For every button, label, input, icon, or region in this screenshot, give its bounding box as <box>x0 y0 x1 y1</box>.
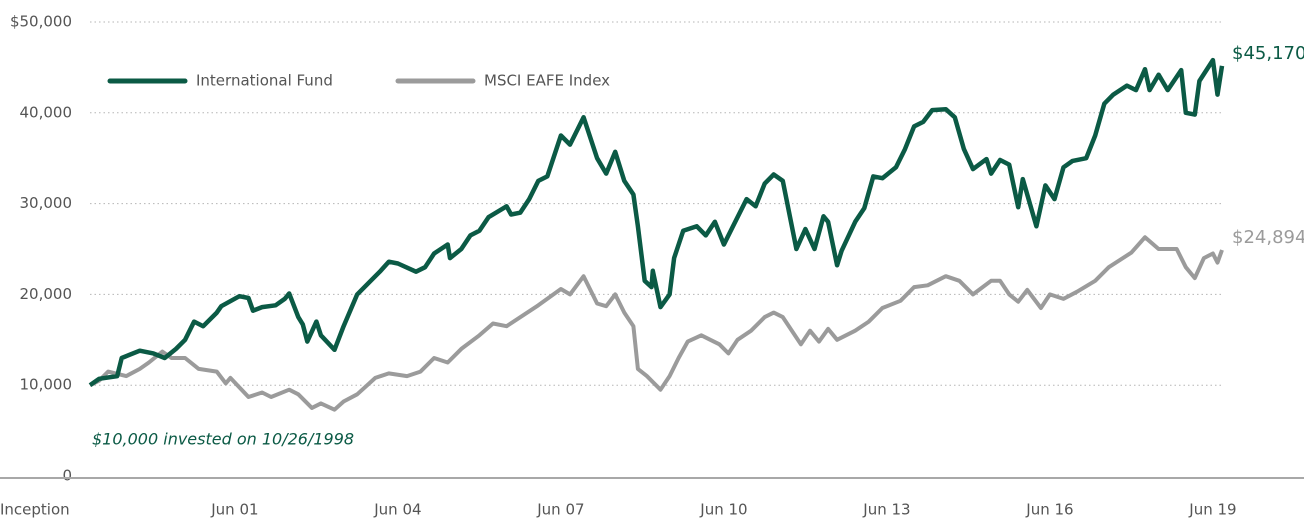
x-tick-label: Jun 04 <box>373 501 421 519</box>
x-tick-label: Jun 01 <box>210 501 258 519</box>
legend-label: MSCI EAFE Index <box>484 72 610 90</box>
series-line <box>89 235 1224 412</box>
y-tick-label: 20,000 <box>20 285 73 303</box>
x-tick-label: Jun 07 <box>536 501 584 519</box>
annotation: $10,000 invested on 10/26/1998 <box>92 430 354 449</box>
x-tick-label: Jun 13 <box>862 501 910 519</box>
x-tick-label: Jun 16 <box>1025 501 1073 519</box>
x-tick-label: Jun 10 <box>699 501 747 519</box>
y-tick-label: 30,000 <box>20 194 73 212</box>
x-tick-label: Inception <box>0 501 70 519</box>
end-label: $24,894 <box>1232 227 1304 248</box>
end-label: $45,170 <box>1232 43 1304 64</box>
y-tick-label: 0 <box>62 467 72 485</box>
y-tick-label: 40,000 <box>20 103 73 121</box>
legend-label: International Fund <box>196 72 333 90</box>
series-line <box>88 57 1225 388</box>
x-tick-label: Jun 19 <box>1188 501 1236 519</box>
y-tick-label: 10,000 <box>20 376 73 394</box>
y-tick-label: $50,000 <box>10 13 72 31</box>
